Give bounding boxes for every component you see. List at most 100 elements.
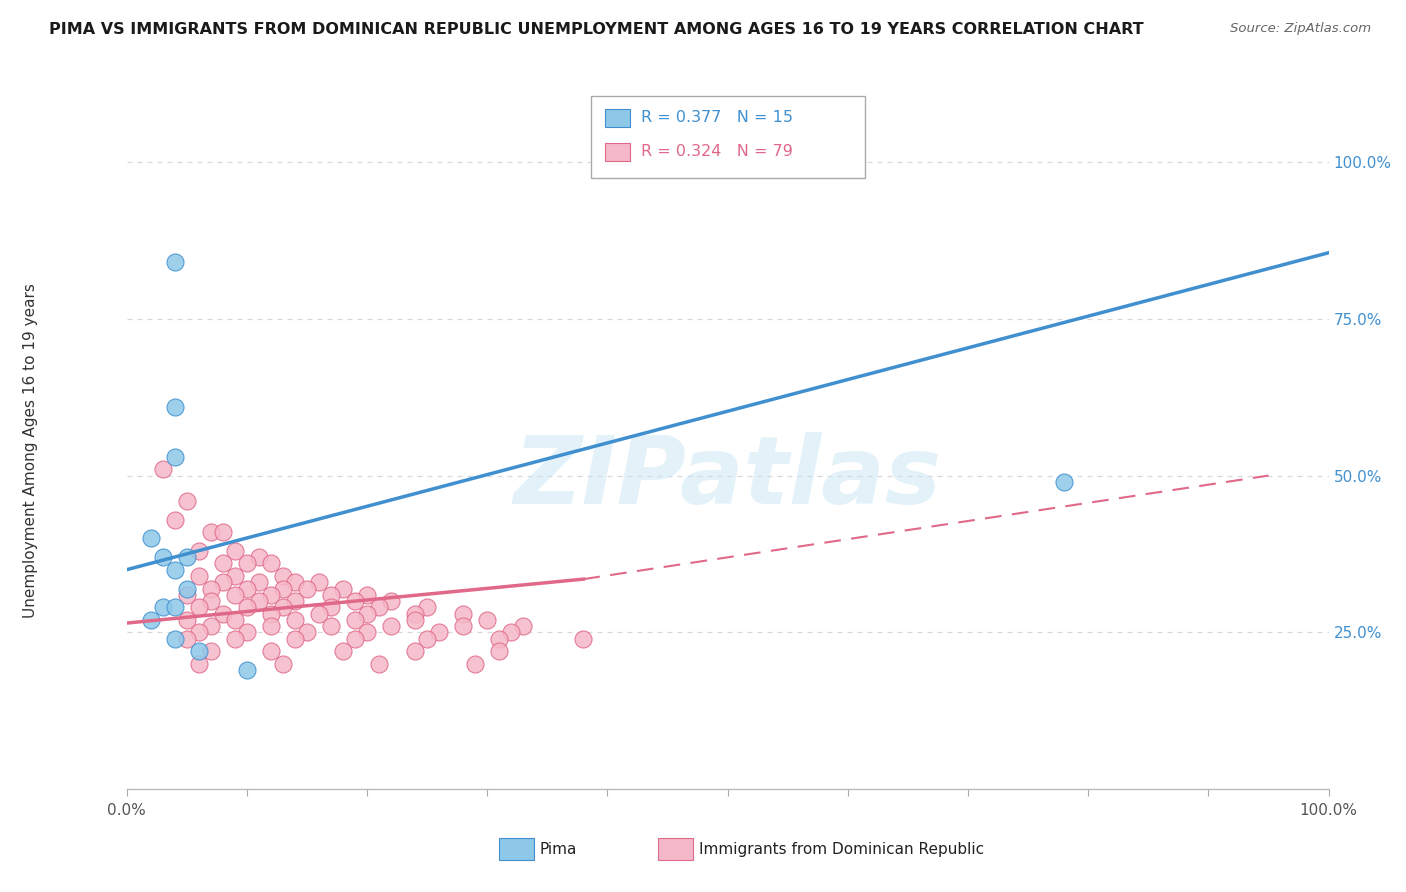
Point — [176, 613, 198, 627]
Text: ZIPatlas: ZIPatlas — [513, 432, 942, 524]
Point — [211, 557, 233, 571]
Point — [224, 569, 246, 583]
Point — [200, 644, 222, 658]
Point — [404, 644, 426, 658]
Point — [404, 607, 426, 621]
Point — [284, 575, 307, 590]
Point — [451, 607, 474, 621]
Point — [176, 493, 198, 508]
Point — [501, 625, 523, 640]
Point — [488, 644, 510, 658]
Text: Pima: Pima — [540, 842, 578, 856]
Point — [139, 532, 162, 546]
Point — [211, 607, 233, 621]
Point — [475, 613, 498, 627]
Point — [271, 582, 294, 596]
Point — [260, 588, 283, 602]
Point — [271, 657, 294, 671]
Point — [368, 657, 391, 671]
Point — [295, 582, 318, 596]
Point — [319, 588, 342, 602]
Point — [163, 512, 186, 526]
Point — [187, 625, 209, 640]
Point — [572, 632, 595, 646]
Point — [356, 588, 378, 602]
Point — [464, 657, 486, 671]
Point — [235, 600, 259, 615]
Text: PIMA VS IMMIGRANTS FROM DOMINICAN REPUBLIC UNEMPLOYMENT AMONG AGES 16 TO 19 YEAR: PIMA VS IMMIGRANTS FROM DOMINICAN REPUBL… — [49, 22, 1144, 37]
Point — [1053, 475, 1076, 489]
Point — [163, 450, 186, 464]
Text: R = 0.324   N = 79: R = 0.324 N = 79 — [641, 145, 793, 159]
Point — [332, 644, 354, 658]
Point — [416, 632, 439, 646]
Point — [380, 594, 402, 608]
Point — [343, 632, 366, 646]
Point — [152, 462, 174, 476]
Point — [224, 588, 246, 602]
Point — [247, 575, 270, 590]
Point — [260, 644, 283, 658]
Text: R = 0.377   N = 15: R = 0.377 N = 15 — [641, 111, 793, 125]
Point — [356, 625, 378, 640]
Point — [224, 544, 246, 558]
Point — [284, 613, 307, 627]
Point — [260, 607, 283, 621]
Point — [163, 632, 186, 646]
Point — [247, 550, 270, 565]
Point — [200, 524, 222, 539]
Point — [260, 619, 283, 633]
Point — [200, 594, 222, 608]
Point — [152, 550, 174, 565]
Point — [247, 594, 270, 608]
Point — [343, 613, 366, 627]
Point — [187, 569, 209, 583]
Point — [211, 575, 233, 590]
Point — [319, 600, 342, 615]
Point — [200, 582, 222, 596]
Point — [512, 619, 534, 633]
Point — [295, 625, 318, 640]
Point — [163, 255, 186, 269]
Point — [488, 632, 510, 646]
Point — [284, 632, 307, 646]
Point — [139, 613, 162, 627]
Point — [404, 613, 426, 627]
Point — [176, 550, 198, 565]
Point — [235, 625, 259, 640]
Point — [176, 582, 198, 596]
Point — [235, 557, 259, 571]
Point — [235, 663, 259, 677]
Point — [235, 582, 259, 596]
Point — [368, 600, 391, 615]
Text: Source: ZipAtlas.com: Source: ZipAtlas.com — [1230, 22, 1371, 36]
Point — [224, 613, 246, 627]
Point — [176, 632, 198, 646]
Point — [416, 600, 439, 615]
Point — [187, 644, 209, 658]
Point — [271, 600, 294, 615]
Point — [332, 582, 354, 596]
Point — [187, 657, 209, 671]
Point — [163, 600, 186, 615]
Point — [356, 607, 378, 621]
Text: Unemployment Among Ages 16 to 19 years: Unemployment Among Ages 16 to 19 years — [24, 283, 38, 618]
Point — [200, 619, 222, 633]
Point — [152, 600, 174, 615]
Point — [187, 544, 209, 558]
Point — [427, 625, 450, 640]
Text: Immigrants from Dominican Republic: Immigrants from Dominican Republic — [699, 842, 984, 856]
Point — [163, 400, 186, 414]
Point — [319, 619, 342, 633]
Point — [308, 607, 330, 621]
Point — [271, 569, 294, 583]
Point — [163, 563, 186, 577]
Point — [284, 594, 307, 608]
Point — [451, 619, 474, 633]
Point — [308, 575, 330, 590]
Point — [380, 619, 402, 633]
Point — [176, 588, 198, 602]
Point — [343, 594, 366, 608]
Point — [224, 632, 246, 646]
Point — [260, 557, 283, 571]
